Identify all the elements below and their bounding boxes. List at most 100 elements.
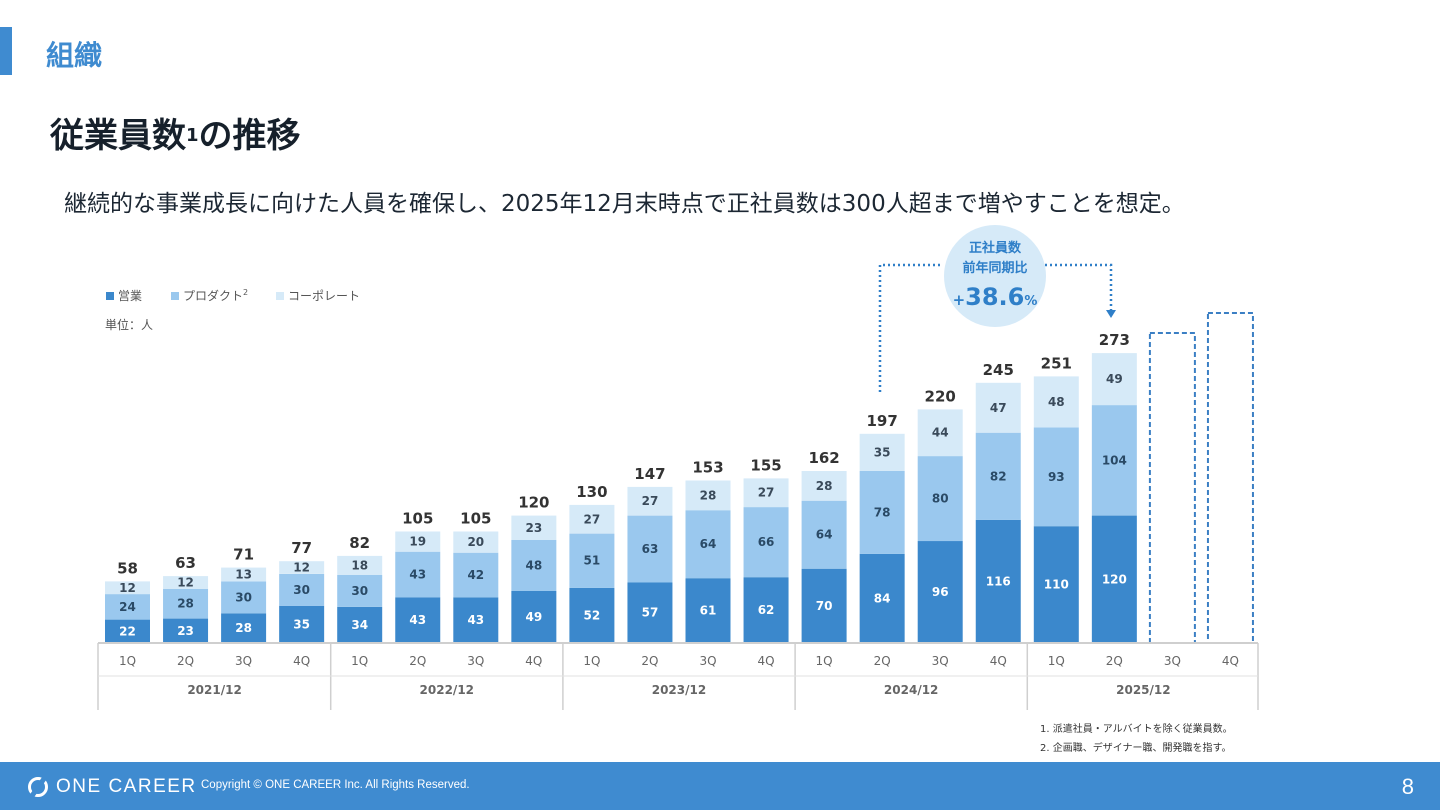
annotation-line-2: 前年同期比: [962, 260, 1027, 276]
segment-value-label: 84: [874, 591, 891, 605]
bar-segment: [975, 432, 1021, 520]
planned-bar-outline: [1206, 312, 1254, 644]
total-label: 105: [460, 510, 491, 528]
legend-label: 営業: [118, 289, 142, 303]
bar-segment: [279, 574, 325, 606]
bar-segment: [105, 594, 150, 620]
segment-value-label: 64: [816, 528, 833, 542]
legend-swatch: [171, 292, 179, 300]
segment-value-label: 42: [467, 568, 484, 582]
x-tick-label: 1Q: [351, 654, 368, 668]
annotation-line-1: 正社員数: [969, 240, 1022, 256]
bar-segment: [801, 500, 847, 569]
segment-value-label: 93: [1048, 470, 1065, 484]
footer-bar: ONE CAREER Copyright © ONE CAREER Inc. A…: [0, 762, 1440, 810]
x-tick-label: 2Q: [874, 654, 891, 668]
bar-segment: [395, 597, 441, 643]
bar-segment: [221, 613, 267, 643]
bar-segment: [1091, 515, 1137, 643]
total-label: 105: [402, 510, 433, 528]
bar-segment: [395, 531, 441, 552]
bar-segment: [569, 504, 615, 534]
segment-value-label: 43: [409, 613, 426, 627]
segment-value-label: 43: [409, 568, 426, 582]
segment-value-label: 30: [293, 583, 310, 597]
x-tick-label: 4Q: [293, 654, 310, 668]
segment-value-label: 35: [874, 445, 891, 459]
planned-bar-outline: [1148, 332, 1196, 644]
segment-value-label: 61: [700, 604, 717, 618]
x-tick-label: 2Q: [409, 654, 426, 668]
segment-value-label: 64: [700, 537, 717, 551]
copyright: Copyright © ONE CAREER Inc. All Rights R…: [201, 779, 470, 791]
x-tick-label: 4Q: [758, 654, 775, 668]
legend-label: プロダクト2: [183, 288, 248, 303]
segment-value-label: 49: [1106, 372, 1123, 386]
bar-segment: [1091, 405, 1137, 516]
annotation-arrow-icon: [1106, 310, 1116, 318]
segment-value-label: 57: [642, 606, 659, 620]
segment-value-label: 23: [177, 624, 194, 638]
bar-segment: [743, 507, 789, 578]
segment-value-label: 44: [932, 426, 949, 440]
segment-value-label: 49: [525, 610, 542, 624]
legend-swatch: [276, 292, 284, 300]
bar-segment: [511, 540, 557, 591]
bar-segment: [917, 409, 963, 457]
bar-segment: [279, 561, 325, 574]
segment-value-label: 62: [758, 603, 775, 617]
total-label: 251: [1041, 354, 1072, 372]
bar-segment: [975, 382, 1021, 433]
annotation-connector-left: [878, 263, 943, 392]
bar-segment: [163, 588, 209, 619]
segment-value-label: 13: [235, 568, 252, 582]
unit-label: 単位：人: [105, 317, 153, 332]
bar-segment: [743, 577, 789, 643]
x-tick-label: 2Q: [1106, 654, 1123, 668]
legend-swatch: [106, 292, 114, 300]
bar-segment: [627, 486, 673, 516]
x-group-label: 2021/12: [187, 683, 241, 697]
segment-value-label: 63: [642, 542, 659, 556]
segment-value-label: 18: [351, 559, 368, 573]
segment-value-label: 28: [700, 488, 717, 502]
bar-segment: [1033, 376, 1079, 428]
total-label: 77: [291, 539, 312, 557]
bar-segment: [453, 531, 499, 553]
segment-value-label: 78: [874, 505, 891, 519]
footnote-2: 2. 企画職、デザイナー職、開発職を指す。: [1040, 743, 1232, 754]
slide-subtitle: 継続的な事業成長に向けた人員を確保し、2025年12月末時点で正社員数は300人…: [64, 191, 1185, 217]
segment-value-label: 82: [990, 469, 1007, 483]
x-tick-label: 4Q: [990, 654, 1007, 668]
segment-value-label: 52: [584, 608, 601, 622]
bar-segment: [1033, 526, 1079, 643]
segment-value-label: 12: [119, 581, 136, 595]
bar-segment: [859, 433, 905, 471]
footnotes: 1. 派遣社員・アルバイトを除く従業員数。 2. 企画職、デザイナー職、開発職を…: [1040, 720, 1233, 758]
segment-value-label: 120: [1102, 572, 1127, 586]
x-group-label: 2025/12: [1116, 683, 1170, 697]
segment-value-label: 96: [932, 585, 949, 599]
x-tick-label: 4Q: [525, 654, 542, 668]
segment-value-label: 28: [816, 479, 833, 493]
footnote-1: 1. 派遣社員・アルバイトを除く従業員数。: [1040, 724, 1233, 735]
x-tick-label: 3Q: [1164, 654, 1181, 668]
legend-label: コーポレート: [288, 289, 360, 303]
segment-value-label: 22: [119, 624, 136, 638]
annotation-value: +38.6%: [953, 283, 1038, 311]
section-accent-bar: [0, 27, 12, 75]
bar-segment: [163, 576, 209, 589]
bar-segment: [685, 480, 731, 511]
segment-value-label: 19: [409, 535, 426, 549]
bar-segment: [801, 568, 847, 643]
x-group-label: 2023/12: [652, 683, 706, 697]
segment-value-label: 70: [816, 599, 833, 613]
bar-segment: [395, 551, 441, 598]
bar-segment: [511, 515, 557, 540]
annotation-sign: +: [953, 291, 966, 309]
company-logo: ONE CAREER: [28, 776, 197, 798]
segment-value-label: 43: [467, 613, 484, 627]
segment-value-label: 47: [990, 401, 1007, 415]
x-tick-label: 2Q: [177, 654, 194, 668]
annotation-bubble: [944, 225, 1046, 327]
